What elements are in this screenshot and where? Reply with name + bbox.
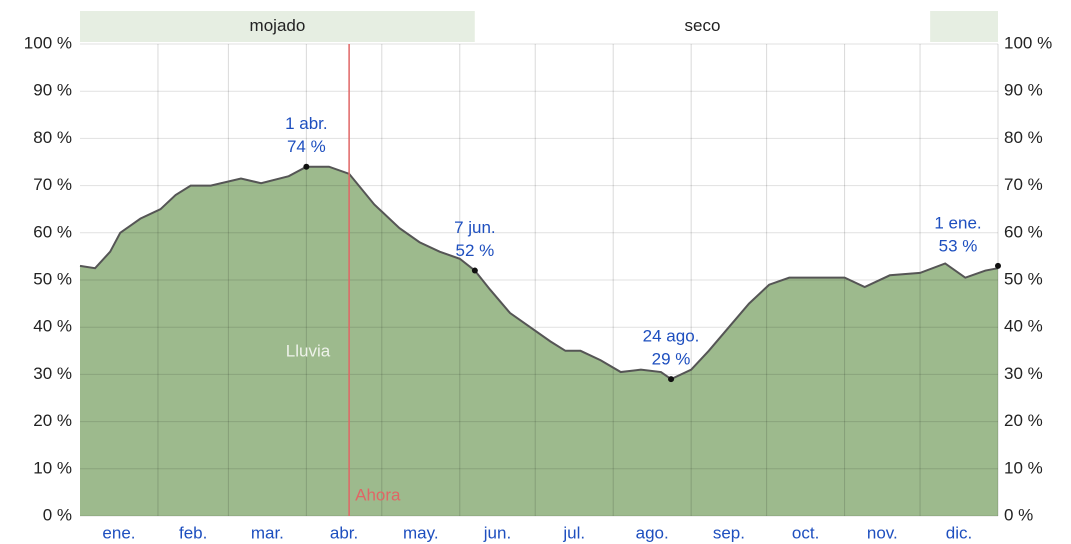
line	[79, 165, 999, 381]
y-tick-label: 10 %	[33, 458, 72, 477]
y-tick-label: 50 %	[33, 269, 72, 288]
now-label: Ahora	[355, 485, 401, 504]
x-tick-label: nov.	[867, 523, 898, 542]
annotation-value: 74 %	[287, 137, 326, 156]
annotation-value: 52 %	[455, 241, 494, 260]
y2-tick-label: 40 %	[1004, 317, 1043, 336]
season-label: mojado	[250, 16, 306, 35]
annotation-value: 53 %	[939, 236, 978, 255]
x-tick-label: ago.	[636, 523, 669, 542]
season-band	[80, 11, 475, 42]
y2-tick-label: 10 %	[1004, 458, 1043, 477]
y2-tick-label: 50 %	[1004, 269, 1043, 288]
y2-tick-label: 60 %	[1004, 222, 1043, 241]
x-tick-label: feb.	[179, 523, 207, 542]
y-tick-label: 100 %	[24, 33, 72, 52]
x-tick-label: dic.	[946, 523, 972, 542]
y-tick-label: 20 %	[33, 411, 72, 430]
y2-tick-label: 90 %	[1004, 81, 1043, 100]
annotation-point	[303, 163, 310, 170]
x-tick-label: mar.	[251, 523, 284, 542]
annotation-point	[668, 376, 675, 383]
y2-tick-label: 30 %	[1004, 364, 1043, 383]
annotation-date: 1 abr.	[285, 114, 328, 133]
x-tick-label: ene.	[102, 523, 135, 542]
y-tick-label: 70 %	[33, 175, 72, 194]
annotation-date: 7 jun.	[454, 218, 496, 237]
annotation-date: 24 ago.	[643, 327, 700, 346]
season-label: seco	[685, 16, 721, 35]
y-tick-label: 40 %	[33, 317, 72, 336]
y2-tick-label: 100 %	[1004, 33, 1052, 52]
annotation-point	[471, 267, 478, 274]
series-label: Lluvia	[286, 341, 331, 360]
x-tick-label: abr.	[330, 523, 358, 542]
x-tick-label: sep.	[713, 523, 745, 542]
x-tick-label: oct.	[792, 523, 819, 542]
annotation-value: 29 %	[652, 350, 691, 369]
y-tick-label: 80 %	[33, 128, 72, 147]
x-tick-label: jun.	[483, 523, 511, 542]
annotation-point	[995, 262, 1001, 269]
y2-tick-label: 70 %	[1004, 175, 1043, 194]
y2-tick-label: 0 %	[1004, 505, 1033, 524]
area	[80, 166, 998, 516]
season-band	[930, 11, 998, 42]
annotation-date: 1 ene.	[934, 213, 981, 232]
x-tick-label: may.	[403, 523, 439, 542]
y-tick-label: 0 %	[43, 505, 72, 524]
y2-tick-label: 20 %	[1004, 411, 1043, 430]
y2-tick-label: 80 %	[1004, 128, 1043, 147]
y-tick-label: 60 %	[33, 222, 72, 241]
y-tick-label: 30 %	[33, 364, 72, 383]
y-tick-label: 90 %	[33, 81, 72, 100]
x-tick-label: jul.	[562, 523, 585, 542]
season-band	[474, 11, 931, 42]
